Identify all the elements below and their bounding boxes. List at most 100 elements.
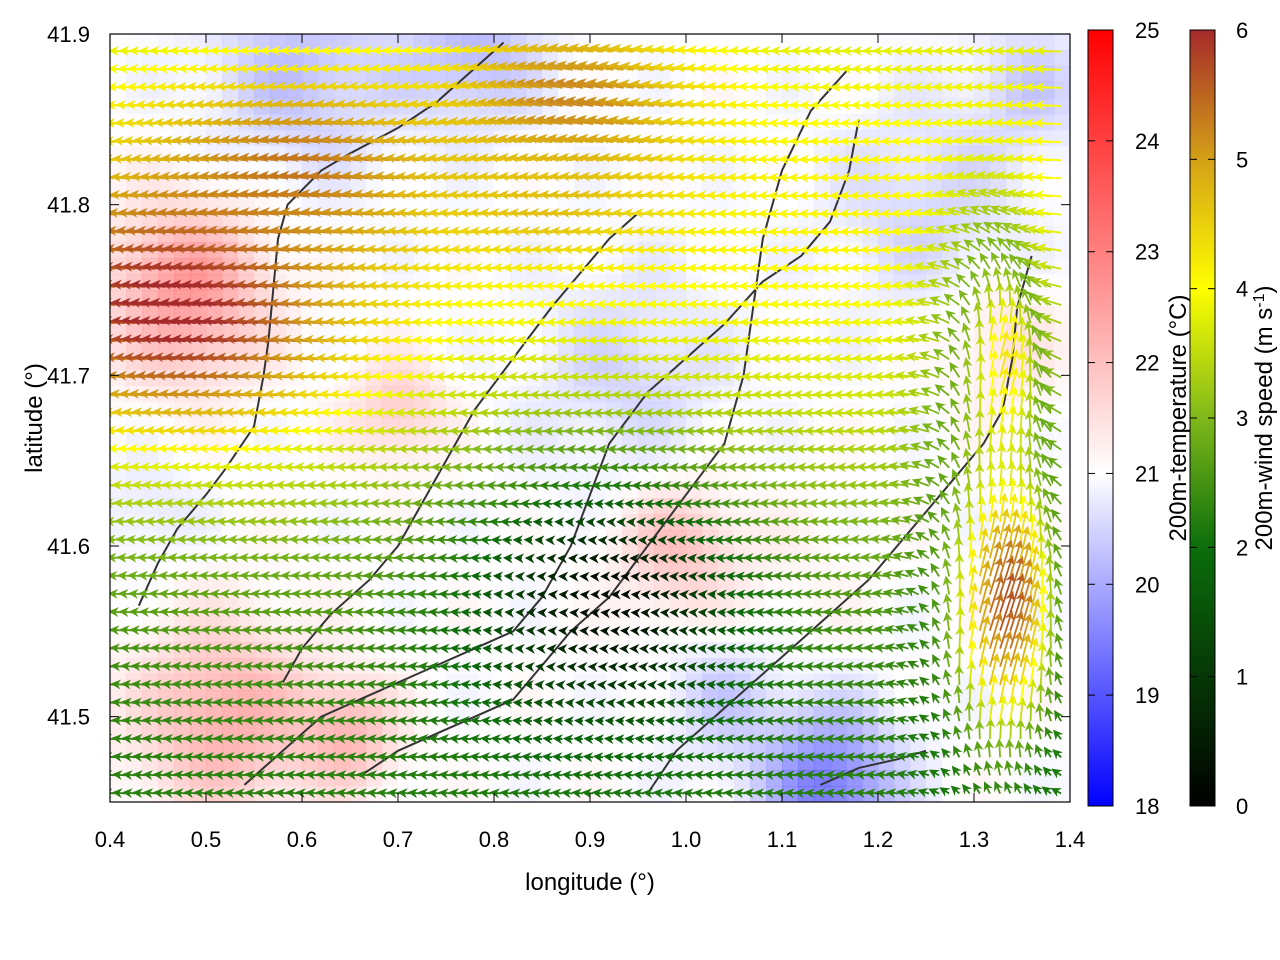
temperature-cell	[718, 50, 735, 67]
wind-vector	[754, 752, 767, 763]
temperature-cell	[430, 354, 447, 371]
wind-vector	[460, 643, 472, 654]
wind-vector	[686, 680, 697, 690]
temperature-cell	[446, 226, 463, 243]
temperature-cell	[846, 786, 863, 802]
temperature-cell	[718, 738, 735, 755]
temperature-cell	[174, 34, 191, 51]
wind-vector	[723, 770, 736, 781]
temperature-cell	[942, 178, 959, 195]
wind-vector	[397, 715, 410, 726]
temperature-cell	[286, 674, 303, 691]
temperature-cell	[750, 162, 767, 179]
wind-vector	[366, 733, 380, 744]
wind-vector	[814, 770, 828, 781]
wind-vector	[733, 770, 746, 781]
wind-vector	[571, 788, 583, 799]
wind-vector	[152, 770, 166, 781]
wind-vector	[994, 738, 1005, 758]
temperature-cell	[910, 34, 927, 51]
wind-vector	[744, 697, 756, 708]
wind-vector	[428, 715, 441, 726]
wind-vector	[824, 788, 838, 799]
temperature-cell	[734, 530, 751, 547]
temperature-cell	[382, 786, 399, 802]
temperature-cell	[542, 274, 559, 291]
temperature-cell	[494, 674, 511, 691]
wind-vector	[449, 734, 461, 745]
temperature-cell	[606, 626, 623, 643]
temperature-cell	[238, 546, 255, 563]
wind-vector	[428, 697, 441, 708]
wind-vector	[223, 715, 237, 726]
wind-vector	[682, 498, 695, 509]
temperature-cell	[894, 226, 911, 243]
temperature-cell	[158, 178, 175, 195]
wind-vector	[844, 697, 858, 708]
temperature-cell	[462, 738, 479, 755]
wind-vector	[824, 697, 838, 708]
temperature-cell	[366, 34, 383, 51]
temperature-cell	[590, 674, 607, 691]
temperature-cell	[1054, 322, 1070, 339]
temperature-cell	[862, 274, 879, 291]
temperature-cell	[734, 226, 751, 243]
temperature-cell	[510, 370, 527, 387]
wind-vector	[396, 643, 410, 654]
temperature-cell	[558, 578, 575, 595]
temperature-cell	[734, 578, 751, 595]
temperature-cell	[430, 370, 447, 387]
wind-vector	[1005, 716, 1016, 740]
temperature-cell	[350, 402, 367, 419]
wind-vector	[244, 770, 258, 781]
wind-vector	[500, 734, 512, 745]
wind-vector	[703, 752, 716, 763]
wind-vector	[234, 788, 248, 799]
temperature-cell	[606, 530, 623, 547]
temperature-cell	[414, 34, 431, 51]
wind-vector	[385, 607, 400, 618]
temperature-cell	[990, 722, 1007, 739]
wind-vector	[745, 643, 756, 654]
temperature-cell	[206, 786, 223, 802]
temperature-cell	[478, 178, 495, 195]
wind-vector	[122, 770, 136, 781]
temperature-cell	[670, 690, 687, 707]
temperature-cell	[702, 546, 719, 563]
temperature-cell	[926, 690, 943, 707]
temperature-cell	[734, 626, 751, 643]
temperature-cell	[510, 626, 527, 643]
temperature-cell	[190, 578, 207, 595]
temperature-cell	[670, 34, 687, 51]
wind-vector	[575, 698, 586, 709]
wind-vector	[605, 698, 617, 709]
wind-vector	[814, 715, 828, 726]
wind-vector	[691, 498, 706, 509]
wind-vector	[673, 770, 685, 781]
wind-vector	[713, 535, 726, 546]
temperature-cell	[958, 722, 975, 739]
wind-vector	[141, 697, 156, 708]
temperature-cell	[110, 274, 127, 291]
temperature-cell	[398, 402, 415, 419]
wind-vector	[824, 752, 838, 762]
temperature-cell	[430, 530, 447, 547]
temperature-cell	[1054, 594, 1070, 611]
temperature-cell	[350, 130, 367, 147]
wind-vector	[834, 733, 848, 744]
wind-vector	[964, 701, 975, 722]
temperature-cell	[734, 738, 751, 755]
wind-vector	[651, 480, 665, 491]
temperature-cell	[702, 226, 719, 243]
temperature-cell	[126, 690, 143, 707]
temperature-cell	[766, 130, 783, 147]
temperature-cell	[558, 178, 575, 195]
temperature-cell	[590, 498, 607, 515]
temperature-cell	[750, 82, 767, 99]
wind-vector	[705, 679, 717, 690]
temperature-cell	[718, 642, 735, 659]
wind-vector	[716, 643, 727, 654]
temperature-cell	[462, 354, 479, 371]
temperature-cell	[462, 770, 479, 787]
temperature-cell	[430, 322, 447, 339]
